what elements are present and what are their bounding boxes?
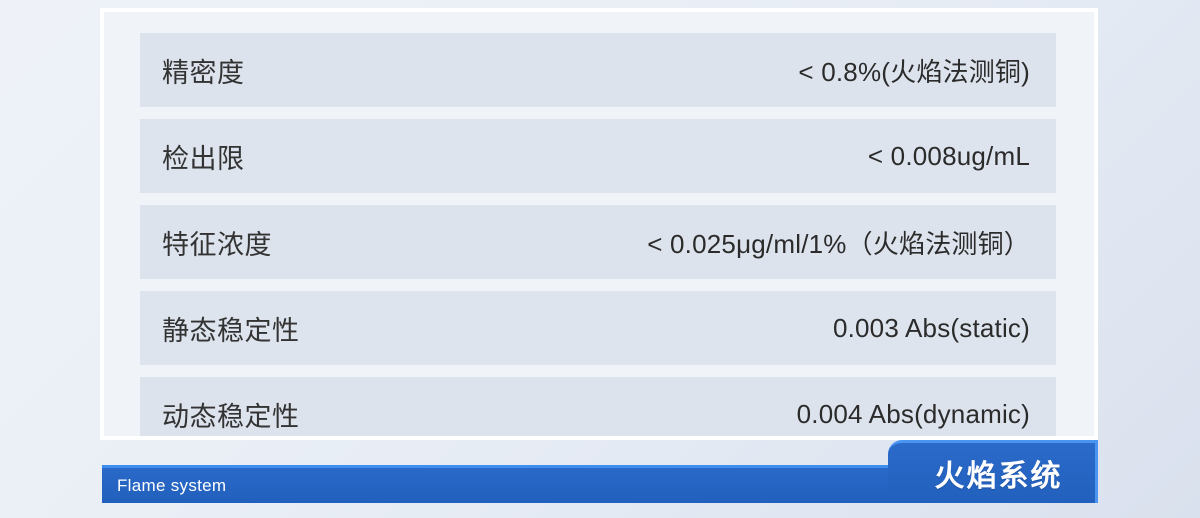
table-row: 精密度 < 0.8%(火焰法测铜) — [140, 33, 1056, 107]
footer-subtitle: Flame system — [117, 475, 227, 495]
table-row: 特征浓度 < 0.025μg/ml/1%（火焰法测铜） — [140, 205, 1056, 279]
spec-label: 动态稳定性 — [162, 401, 300, 432]
spec-value: < 0.025μg/ml/1%（火焰法测铜） — [647, 228, 1030, 259]
table-row: 动态稳定性 0.004 Abs(dynamic) — [140, 377, 1056, 436]
specification-card-inner: 精密度 < 0.8%(火焰法测铜) 检出限 < 0.008ug/mL 特征浓度 … — [104, 12, 1094, 436]
table-row: 检出限 < 0.008ug/mL — [140, 119, 1056, 193]
tab-notch-decoration — [864, 440, 890, 468]
system-tab: 火焰系统 — [888, 440, 1098, 503]
spec-label: 特征浓度 — [162, 229, 272, 260]
spec-value: 0.004 Abs(dynamic) — [796, 398, 1030, 429]
system-tab-title: 火焰系统 — [934, 460, 1063, 493]
spec-label: 静态稳定性 — [162, 315, 300, 346]
spec-label: 检出限 — [162, 143, 245, 174]
spec-label: 精密度 — [162, 57, 245, 88]
spec-value: < 0.8%(火焰法测铜) — [798, 56, 1030, 87]
specification-card: 精密度 < 0.8%(火焰法测铜) 检出限 < 0.008ug/mL 特征浓度 … — [100, 8, 1098, 440]
spec-value: < 0.008ug/mL — [867, 140, 1030, 171]
specification-table: 精密度 < 0.8%(火焰法测铜) 检出限 < 0.008ug/mL 特征浓度 … — [140, 33, 1056, 436]
spec-value: 0.003 Abs(static) — [832, 312, 1030, 343]
table-row: 静态稳定性 0.003 Abs(static) — [140, 291, 1056, 365]
